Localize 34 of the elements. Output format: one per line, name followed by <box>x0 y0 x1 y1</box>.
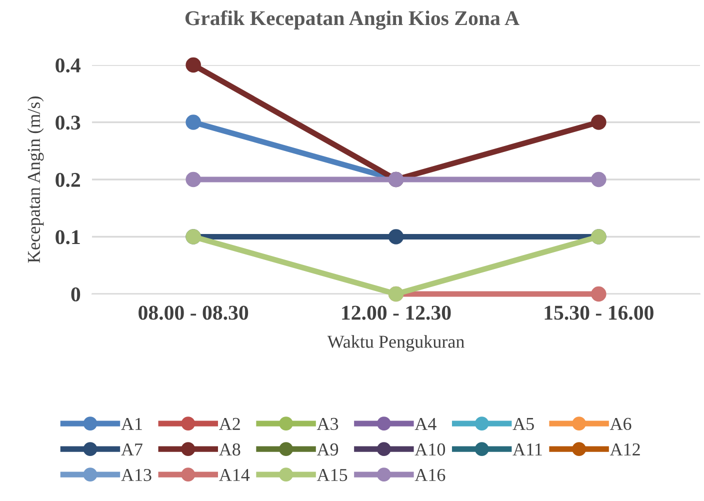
legend-label: A1 <box>121 418 142 430</box>
legend-label: A14 <box>219 468 250 481</box>
legend-label: A2 <box>219 418 240 430</box>
legend-label: A6 <box>610 418 632 430</box>
legend-label: A9 <box>316 443 338 456</box>
y-tick-label: 0.4 <box>56 58 80 73</box>
legend-label: A11 <box>512 443 542 456</box>
point <box>388 229 404 244</box>
point <box>591 172 606 188</box>
point <box>591 286 606 302</box>
legend-label: A3 <box>316 418 338 430</box>
legend-label: A16 <box>414 468 446 482</box>
point <box>186 114 201 130</box>
legend-label: A13 <box>121 468 152 482</box>
legend-label: A10 <box>414 443 446 456</box>
legend-label: A7 <box>121 443 142 456</box>
y-tick-label: 0.1 <box>56 230 80 244</box>
x-tick-label: 08.00 - 08.30 <box>138 306 248 320</box>
y-tick-label: 0.2 <box>56 172 80 188</box>
legend-label: A12 <box>610 443 640 456</box>
x-tick-label: 12.00 - 12.30 <box>342 306 451 320</box>
point <box>186 172 201 188</box>
point <box>591 114 606 130</box>
x-tick-label: 15.30 - 16.00 <box>544 306 654 320</box>
y-tick-label: 0 <box>71 287 80 302</box>
chart-title: Grafik Kecepatan Angin Kios Zona A <box>185 10 520 30</box>
legend-label: A8 <box>219 443 240 456</box>
legend-label: A15 <box>316 468 348 482</box>
x-axis-title: Waktu Pengukuran <box>327 335 464 352</box>
point <box>186 57 201 73</box>
legend-label: A5 <box>512 418 534 430</box>
y-axis-title: Kecepatan Angin (m/s) <box>27 96 44 263</box>
y-tick-label: 0.3 <box>56 116 80 130</box>
legend-label: A4 <box>414 418 436 430</box>
